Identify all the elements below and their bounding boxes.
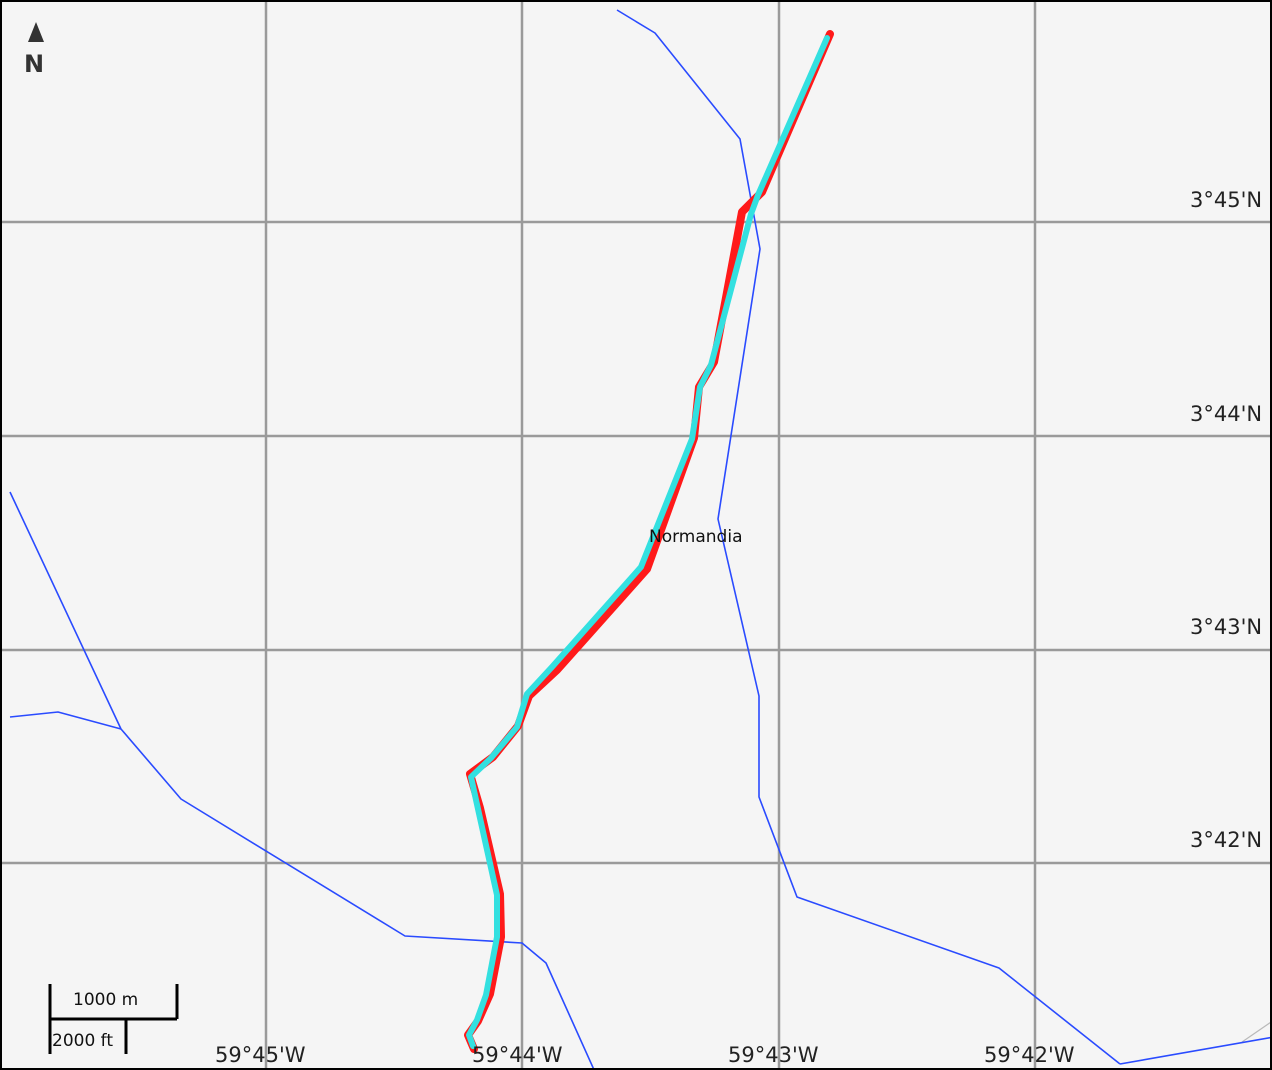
route-track[interactable] [464,30,834,1053]
river-west-branch [9,711,122,730]
rivers [9,9,1270,1068]
scale-bar: 1000 m 2000 ft [48,984,179,1054]
route-line[interactable] [466,35,830,1049]
latitude-label: 3°42'N [1190,828,1262,852]
scale-imperial-label: 2000 ft [52,1031,113,1051]
latitude-label: 3°43'N [1190,615,1262,639]
scale-metric-label: 1000 m [73,990,138,1010]
longitude-labels: 59°45'W 59°44'W 59°43'W 59°42'W [215,1043,1075,1067]
minor-road [1241,1022,1270,1043]
river-north-east [616,9,1121,1065]
north-label: N [24,50,44,78]
north-arrow-icon [28,22,44,42]
longitude-label: 59°42'W [984,1043,1075,1067]
place-label-normandia: Normandia [649,527,743,547]
longitude-label: 59°43'W [728,1043,819,1067]
north-indicator: N [24,22,44,78]
latitude-labels: 3°45'N 3°44'N 3°43'N 3°42'N [1190,188,1262,852]
latitude-label: 3°44'N [1190,402,1262,426]
longitude-label: 59°45'W [215,1043,306,1067]
latitude-label: 3°45'N [1190,188,1262,212]
river-west [9,491,595,1068]
river-bottom-right [1119,1036,1270,1065]
longitude-label: 59°44'W [472,1043,563,1067]
